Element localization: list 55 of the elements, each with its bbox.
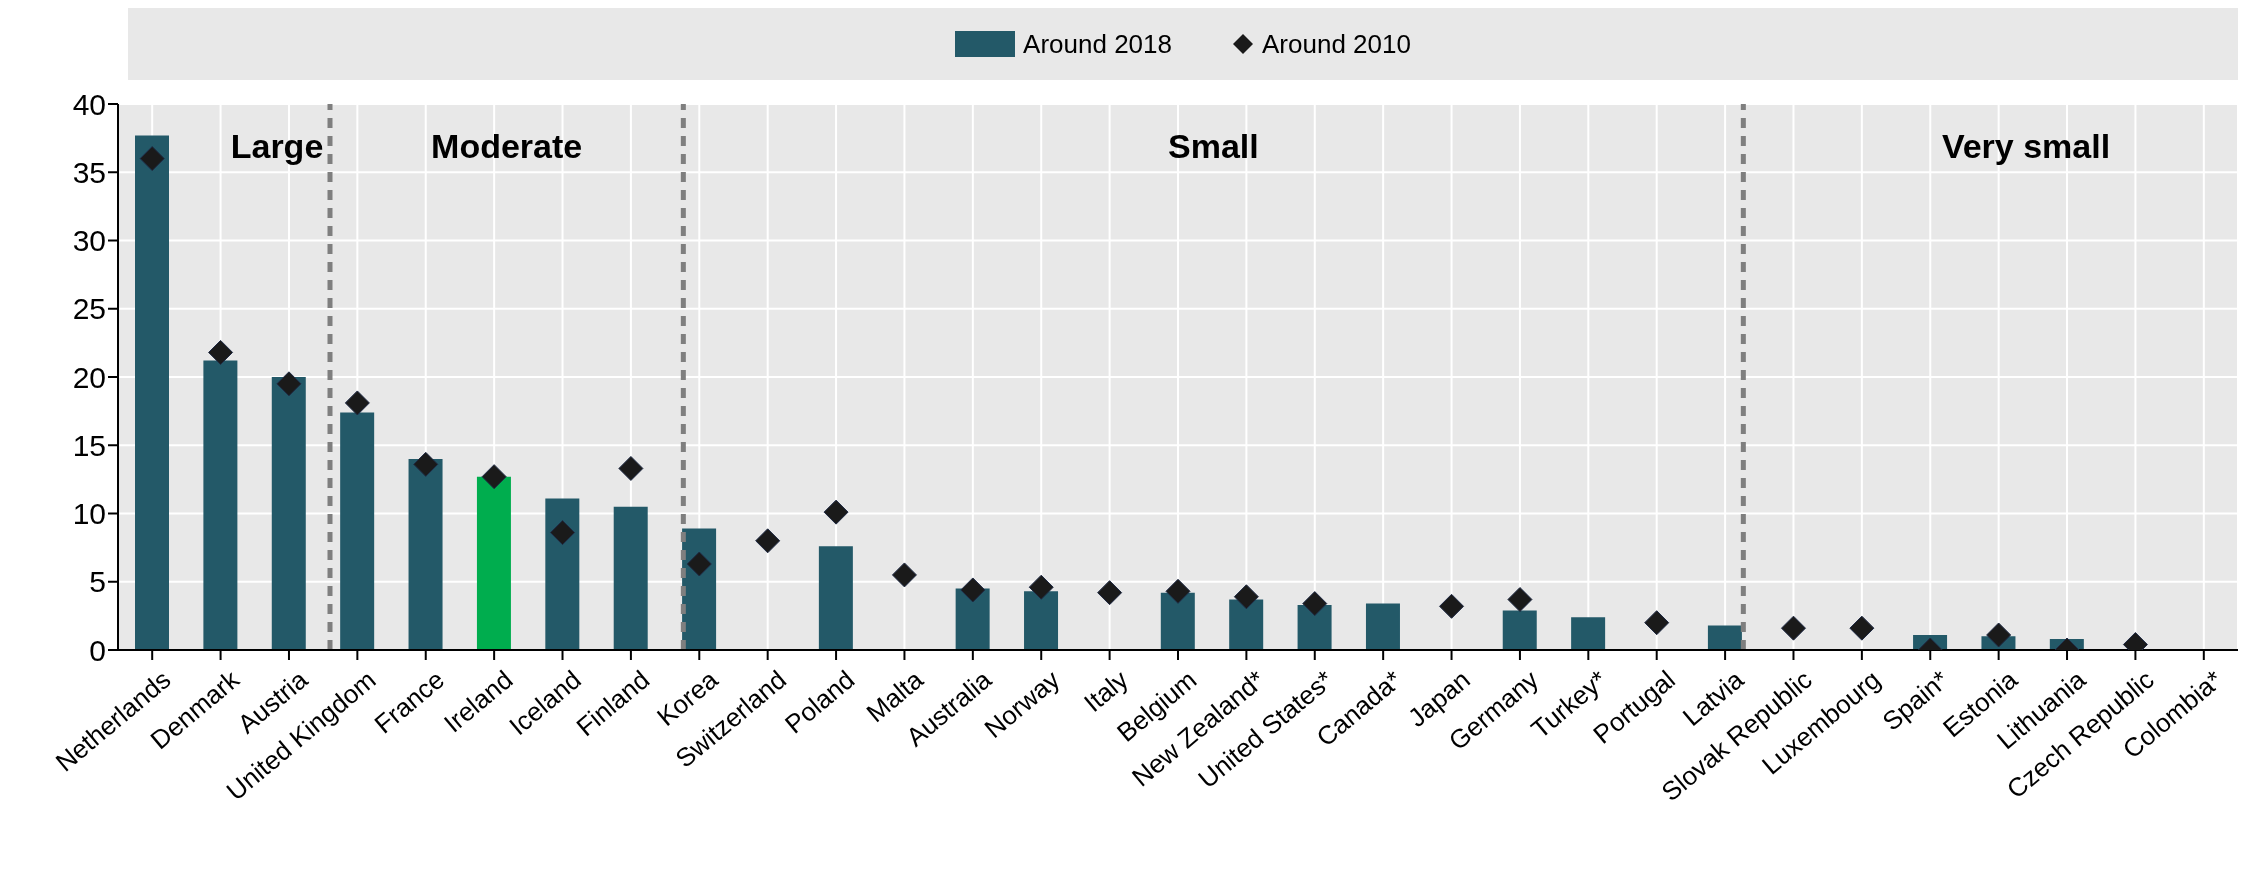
point [1233,584,1259,610]
point [276,371,302,397]
point [618,455,644,481]
bar [545,498,580,650]
bar [408,458,443,650]
point [1097,580,1123,606]
point [1302,591,1328,617]
bar [613,506,648,650]
point [208,339,234,365]
point [344,390,370,416]
point [960,577,986,603]
bar [1024,591,1059,650]
legend-label: Around 2018 [1023,28,1172,60]
bar [1160,592,1195,650]
bar [271,377,306,650]
annotation: Small [1167,127,1259,166]
annotation: Large [230,127,324,166]
bar [340,412,375,650]
point [1439,593,1465,619]
annotation: Moderate [431,127,583,166]
bar [476,476,511,650]
y-tick-label: 15 [72,428,106,462]
point [1780,615,1806,641]
point [1849,615,1875,641]
bar [1707,625,1742,650]
point [686,551,712,577]
point [1644,610,1670,636]
bar [1571,617,1606,650]
point [755,528,781,554]
point [413,451,439,477]
bar [135,135,169,650]
bar [203,360,238,650]
y-tick-label: 35 [72,155,106,189]
point [1507,587,1533,612]
y-tick-label: 30 [72,224,106,258]
y-tick-label: 40 [72,87,106,121]
point [1986,622,2012,648]
bar [1229,599,1264,650]
legend-label: Around 2010 [1262,28,1411,60]
y-tick-label: 10 [72,497,106,531]
bar [1365,603,1400,650]
y-tick-label: 0 [89,633,106,667]
bar [1502,610,1537,650]
bar [818,546,853,650]
y-tick-label: 25 [72,292,106,326]
point [550,520,576,546]
y-tick-label: 20 [72,360,106,394]
annotation: Very small [1941,127,2111,166]
point [823,499,849,525]
point [1028,574,1054,600]
point [481,464,507,490]
point [891,562,917,588]
y-tick-label: 5 [89,565,106,599]
point [1165,578,1191,604]
point [139,146,165,172]
